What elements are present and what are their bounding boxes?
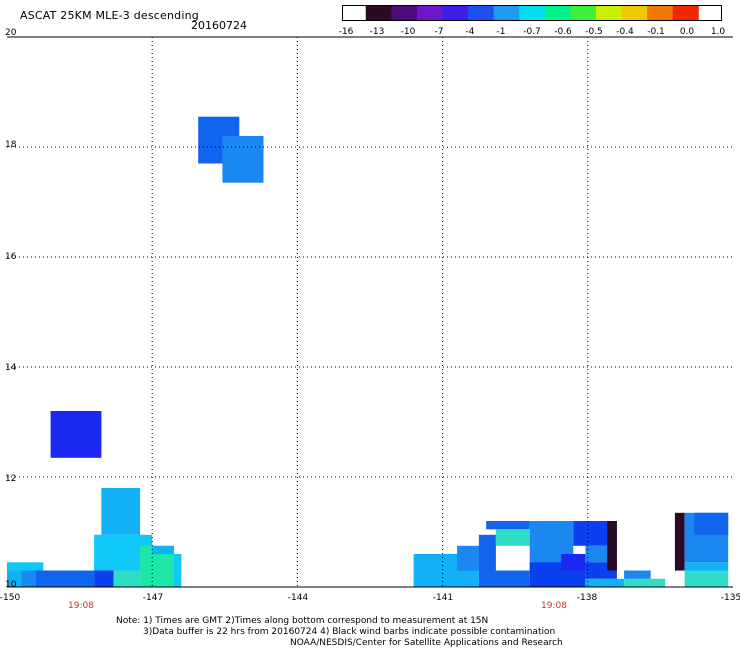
- y-tick-label: 14: [5, 363, 17, 373]
- wind-cell: [624, 570, 651, 579]
- wind-cell: [101, 488, 141, 535]
- footnote-line-2: 3)Data buffer is 22 hrs from 20160724 4)…: [143, 627, 556, 637]
- colorbar-segment: [672, 6, 699, 20]
- wind-cell: [486, 521, 530, 530]
- footnote-line-1: Note: 1) Times are GMT 2)Times along bot…: [116, 616, 489, 626]
- y-tick-label: 12: [5, 474, 17, 484]
- x-tick-label: -138: [576, 593, 598, 603]
- wind-cell: [694, 512, 729, 535]
- colorbar-tick-label: 1.0: [710, 27, 726, 37]
- wind-cell: [174, 554, 182, 587]
- colorbar-segment: [365, 6, 392, 20]
- colorbar: [342, 5, 722, 21]
- wind-cell: [7, 570, 22, 587]
- wind-cell: [152, 545, 174, 555]
- wind-cell: [222, 136, 264, 183]
- colorbar-tick-label: -10: [400, 27, 416, 37]
- wind-cell: [94, 570, 114, 587]
- colorbar-segment: [468, 6, 495, 20]
- y-tick-label: 16: [5, 252, 17, 262]
- wind-cell: [684, 570, 729, 587]
- wind-cell: [624, 578, 666, 588]
- wind-cell: [561, 554, 586, 571]
- colorbar-segment: [570, 6, 597, 20]
- y-tick-label: 20: [5, 28, 17, 38]
- x-tick-label: -141: [432, 593, 454, 603]
- wind-cell: [50, 411, 102, 458]
- colorbar-segment: [493, 6, 520, 20]
- map-title: ASCAT 25KM MLE-3 descending: [20, 9, 199, 22]
- colorbar-tick-label: -0.6: [554, 27, 572, 37]
- colorbar-tick-label: -0.1: [647, 27, 665, 37]
- colorbar-tick-label: -1: [496, 27, 506, 37]
- colorbar-segment: [442, 6, 469, 20]
- pass-time-label: 19:08: [68, 601, 94, 611]
- colorbar-tick-label: -16: [338, 27, 354, 37]
- y-tick-label: 18: [5, 140, 17, 150]
- colorbar-tick-label: -7: [434, 27, 444, 37]
- colorbar-segment: [391, 6, 418, 20]
- colorbar-segment: [621, 6, 648, 20]
- colorbar-tick-label: -0.4: [616, 27, 634, 37]
- colorbar-segment: [519, 6, 546, 20]
- colorbar-tick-label: -4: [465, 27, 475, 37]
- colorbar-segment: [647, 6, 674, 20]
- wind-cell: [585, 578, 625, 588]
- pass-time-label: 19:08: [541, 601, 567, 611]
- wind-cell: [607, 521, 617, 571]
- wind-cell: [495, 529, 530, 546]
- grid-lines: [7, 37, 733, 587]
- x-tick-label: -150: [0, 593, 21, 603]
- x-tick-label: -147: [142, 593, 164, 603]
- colorbar-segment: [544, 6, 571, 20]
- wind-cell: [36, 570, 95, 587]
- x-tick-label: -135: [720, 593, 740, 603]
- wind-cell: [21, 570, 36, 587]
- wind-cell: [478, 570, 530, 587]
- x-tick-label: -144: [287, 593, 309, 603]
- map-date: 20160724: [191, 19, 247, 32]
- wind-cell: [7, 562, 44, 571]
- wind-cells: [7, 116, 729, 588]
- colorbar-tick-label: -13: [369, 27, 385, 37]
- colorbar-segment: [595, 6, 623, 20]
- wind-cell: [113, 570, 141, 587]
- colorbar-tick-label: -0.7: [523, 27, 541, 37]
- wind-cell: [684, 562, 729, 571]
- footnote-credit: NOAA/NESDIS/Center for Satellite Applica…: [290, 638, 563, 648]
- colorbar-tick-label: 0.0: [679, 27, 695, 37]
- colorbar-tick-label: -0.5: [585, 27, 603, 37]
- y-tick-label: 10: [5, 580, 17, 590]
- colorbar-segment: [416, 6, 444, 20]
- wind-cell: [674, 512, 685, 571]
- wind-cell: [478, 534, 496, 571]
